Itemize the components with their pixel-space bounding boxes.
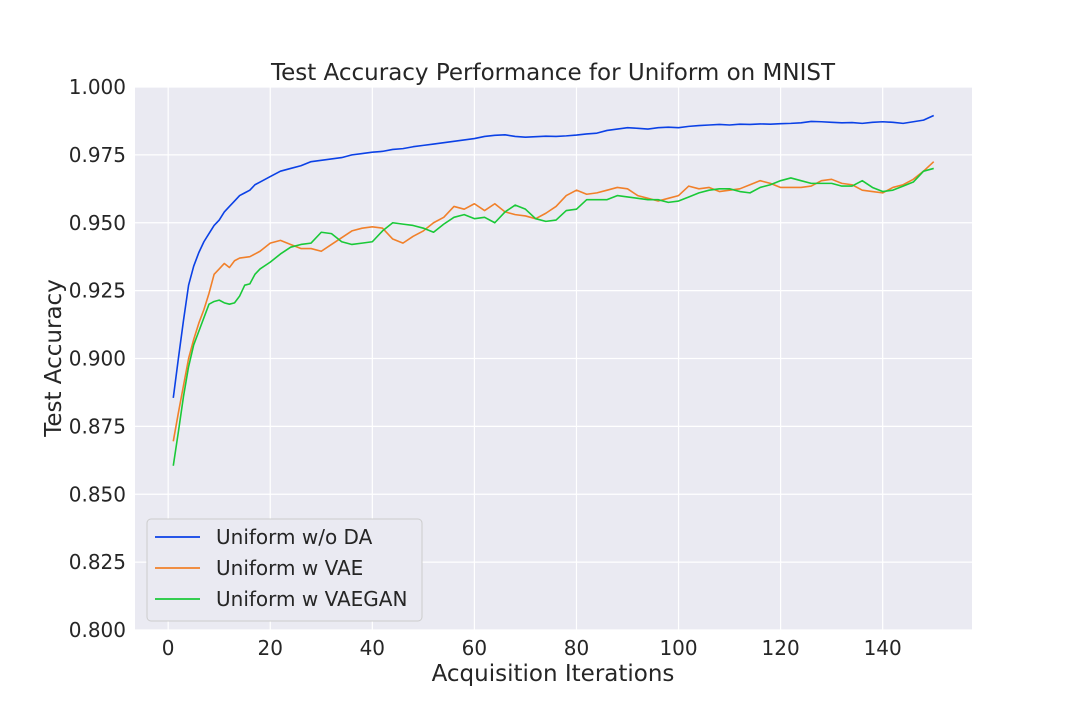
x-tick-label: 20	[258, 636, 283, 660]
series-lines	[172, 114, 935, 466]
legend-label: Uniform w VAEGAN	[216, 587, 407, 611]
y-tick-label: 0.950	[69, 211, 126, 235]
x-axis-label: Acquisition Iterations	[432, 661, 675, 687]
y-tick-label: 0.850	[69, 482, 126, 506]
series-line-uniform-w-o-da	[172, 114, 935, 398]
legend: Uniform w/o DA Uniform w VAE Uniform w VAE…	[146, 518, 423, 622]
x-tick-label: 140	[864, 636, 902, 660]
x-tick-label: 60	[462, 636, 487, 660]
legend-label: Uniform w VAE	[216, 556, 363, 580]
series-line-uniform-w-vae	[172, 161, 935, 442]
x-tick-label: 120	[762, 636, 800, 660]
legend-label: Uniform w/o DA	[216, 525, 373, 549]
chart-title: Test Accuracy Performance for Uniform on…	[270, 60, 836, 86]
y-tick-label: 0.825	[69, 550, 126, 574]
y-tick-label: 0.875	[69, 414, 126, 438]
grid-lines	[135, 86, 972, 631]
x-tick-label: 40	[360, 636, 385, 660]
y-tick-label: 0.975	[69, 143, 126, 167]
legend-box	[146, 518, 423, 622]
x-tick-labels: 0 20 40 60 80 100 120 140	[162, 636, 902, 660]
legend-items: Uniform w/o DA Uniform w VAE Uniform w VAE…	[155, 525, 407, 611]
y-tick-label: 0.900	[69, 347, 126, 371]
x-tick-label: 100	[659, 636, 697, 660]
y-tick-label: 0.800	[69, 618, 126, 642]
y-tick-labels: 0.800 0.825 0.850 0.875 0.900 0.925 0.950 0.975…	[69, 75, 126, 642]
series-line-uniform-w-vaegan	[172, 167, 934, 466]
x-tick-label: 80	[564, 636, 589, 660]
y-axis-label: Test Accuracy	[41, 279, 67, 438]
x-tick-label: 0	[162, 636, 175, 660]
y-tick-label: 0.925	[69, 279, 126, 303]
y-tick-label: 1.000	[69, 75, 126, 99]
